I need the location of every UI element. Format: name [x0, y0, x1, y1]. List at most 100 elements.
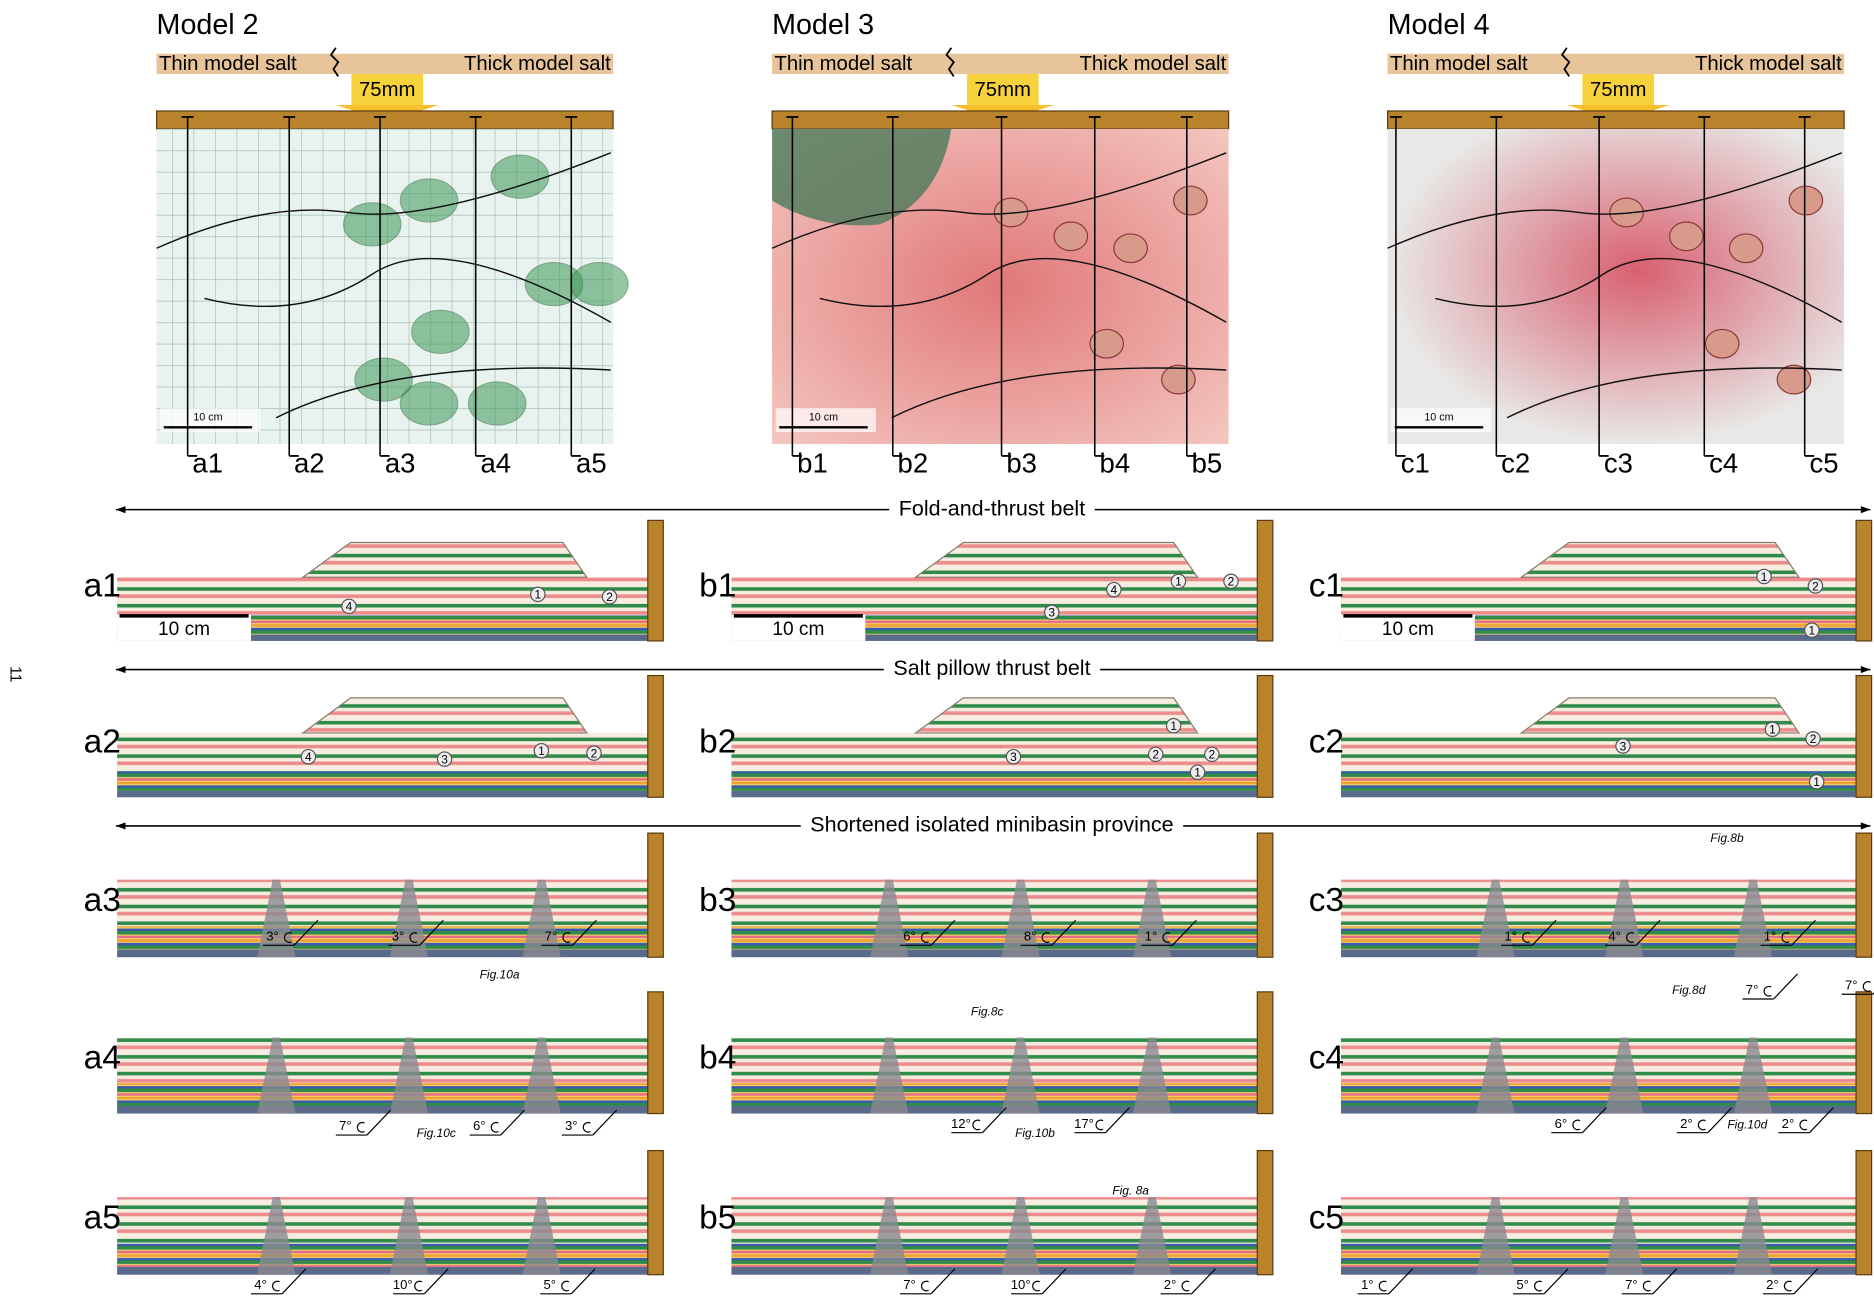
section-base	[117, 791, 648, 797]
scale-label: 10 cm	[1382, 619, 1434, 640]
rotation-icon	[1698, 1120, 1705, 1130]
thrust-sheet	[1521, 543, 1799, 578]
figure-reference: Fig.8c	[971, 1004, 1004, 1018]
thrust-number: 1	[1813, 775, 1820, 789]
section-lower	[117, 1244, 648, 1267]
dip-angle: 4°	[254, 1277, 267, 1292]
section-label: b5	[699, 1200, 736, 1237]
dip-angle: 8°	[1024, 928, 1037, 943]
profile-label: b1	[797, 448, 828, 479]
thin-salt-label: Thin model salt	[159, 53, 297, 75]
displacement-label: 75mm	[975, 79, 1031, 101]
dip-angle: 2°	[1782, 1116, 1795, 1131]
minibasin	[412, 310, 469, 353]
minibasin	[469, 382, 526, 425]
profile-label: b3	[1006, 448, 1037, 479]
section-lower	[117, 1083, 648, 1106]
minibasin	[400, 179, 457, 222]
minibasin	[571, 263, 628, 306]
map-scale-label: 10 cm	[193, 412, 222, 424]
section-lower	[1341, 772, 1856, 791]
rotation-icon	[1535, 1281, 1542, 1291]
thrust-sheet	[303, 543, 587, 578]
profile-label: a1	[192, 448, 223, 479]
section-base	[731, 791, 1257, 797]
rotation-icon	[1379, 1281, 1386, 1291]
section-upper	[117, 880, 648, 927]
rotation-icon	[1033, 1281, 1040, 1291]
backstop	[1856, 676, 1872, 798]
thrust-number: 1	[1769, 723, 1776, 737]
section-label: b3	[699, 882, 736, 919]
backstop	[1257, 520, 1273, 641]
profile-label: a3	[385, 448, 416, 479]
thrust-number: 1	[1761, 570, 1768, 584]
rotation-icon	[1784, 1281, 1791, 1291]
section-base	[1341, 1267, 1856, 1275]
figure-reference: Fig.8b	[1710, 831, 1744, 845]
displacement-label: 75mm	[359, 79, 415, 101]
map-photo	[1388, 129, 1845, 444]
dip-angle: 7°	[903, 1277, 916, 1292]
dip-angle: 2°	[1766, 1277, 1779, 1292]
thrust-number: 3	[1048, 606, 1055, 620]
rotation-icon	[562, 1281, 569, 1291]
section-label: a2	[84, 723, 121, 760]
section-label: a3	[84, 882, 121, 919]
section-lower	[731, 926, 1257, 949]
dip-angle: 1°	[1764, 928, 1777, 943]
section-lower	[1341, 1244, 1856, 1267]
dip-angle: 3°	[266, 928, 279, 943]
backstop	[1856, 1151, 1872, 1275]
figure-reference: Fig.8d	[1672, 983, 1706, 997]
thrust-number: 4	[1111, 583, 1118, 597]
thrust-number: 1	[1175, 575, 1182, 589]
dip-angle: 5°	[1516, 1277, 1529, 1292]
figure: 11 Model 2Thin model saltThick model sal…	[0, 0, 1874, 1295]
dip-angle: 6°	[903, 928, 916, 943]
minibasin	[344, 203, 401, 246]
profile-label: c3	[1604, 448, 1633, 479]
section-upper	[117, 577, 648, 615]
rotation-icon	[922, 1281, 929, 1291]
profile-label: a2	[294, 448, 325, 479]
backstop	[1388, 111, 1845, 129]
backstop	[1257, 992, 1273, 1114]
angle-leader	[593, 1110, 617, 1135]
thrust-number: 2	[1209, 748, 1216, 762]
section-lower	[731, 1244, 1257, 1267]
thrust-sheet	[1521, 698, 1799, 733]
thrust-number: 1	[538, 744, 545, 758]
backstop	[772, 111, 1229, 129]
section-base	[117, 949, 648, 957]
figure-reference: Fig.10a	[480, 967, 520, 981]
dip-angle: 17°	[1074, 1116, 1094, 1131]
model-title: Model 2	[157, 9, 259, 41]
thrust-number: 1	[1809, 624, 1816, 638]
section-base	[117, 1106, 648, 1114]
section-base	[1341, 949, 1856, 957]
profile-label: c1	[1401, 448, 1430, 479]
backstop	[648, 676, 664, 798]
backstop	[648, 1151, 664, 1275]
minibasin	[1777, 365, 1810, 394]
section-base	[117, 1267, 648, 1275]
section-label: b2	[699, 723, 736, 760]
rotation-icon	[583, 1123, 590, 1133]
section-upper	[1341, 733, 1856, 772]
dip-angle: 7°	[1746, 982, 1759, 997]
dip-angle: 7°	[1625, 1277, 1638, 1292]
angle-leader	[367, 1110, 391, 1135]
thrust-number: 1	[1194, 766, 1201, 780]
dip-angle: 3°	[565, 1118, 578, 1133]
dip-angle: 6°	[1555, 1116, 1568, 1131]
section-label: c1	[1309, 568, 1344, 605]
thrust-number: 3	[1620, 739, 1627, 753]
section-base	[731, 1106, 1257, 1114]
section-upper	[1341, 880, 1856, 927]
rotation-icon	[415, 1281, 422, 1291]
model-title: Model 4	[1388, 9, 1490, 41]
dip-angle: 2°	[1164, 1277, 1177, 1292]
section-base	[731, 1267, 1257, 1275]
section-label: c4	[1309, 1040, 1344, 1077]
